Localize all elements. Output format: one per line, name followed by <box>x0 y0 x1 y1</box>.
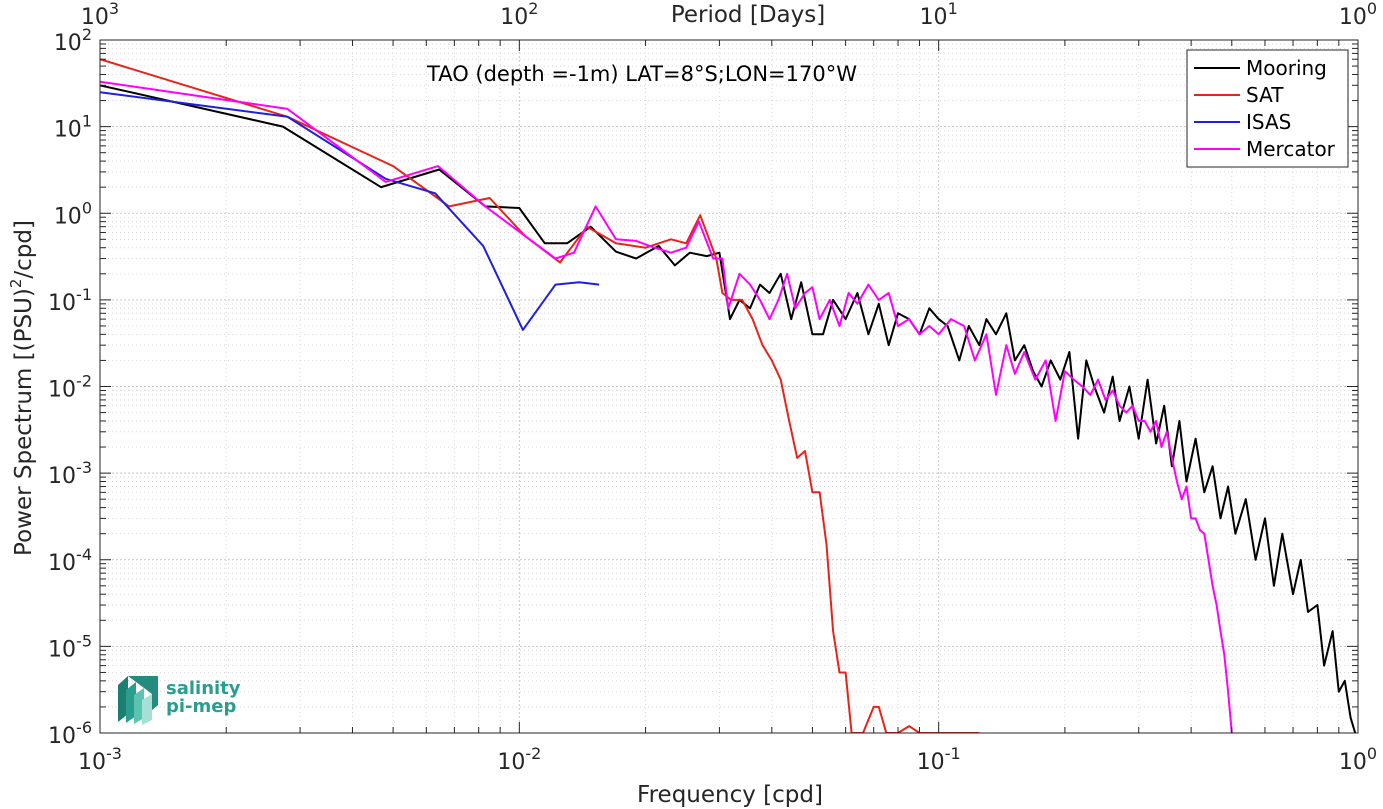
logo-graphic-icon <box>118 676 158 725</box>
y-tick-label-base: 10 <box>48 551 76 576</box>
top-tick-label-base: 10 <box>1339 5 1367 30</box>
x-tick-label-exp: -2 <box>525 744 541 763</box>
series-line-mercator <box>100 80 1233 733</box>
x-axis-label: Frequency [cpd] <box>637 782 823 808</box>
y-tick-label-exp: -5 <box>76 631 92 650</box>
series-line-isas <box>100 91 600 331</box>
y-axis-label-tail: /cpd] <box>11 220 37 279</box>
x-tick-label: 10-2 <box>497 744 541 775</box>
y-tick-label: 100 <box>54 198 92 229</box>
y-tick-label: 10-5 <box>48 631 92 662</box>
top-tick-label-exp: 2 <box>528 0 538 18</box>
y-tick-label: 102 <box>54 25 92 56</box>
y-tick-label: 10-4 <box>48 545 92 576</box>
legend-label-mercator: Mercator <box>1246 137 1336 161</box>
top-tick-label-exp: 3 <box>109 0 119 18</box>
y-tick-label-base: 10 <box>48 464 76 489</box>
x-tick-labels: 10-3 10-2 10-1 100 <box>78 744 1377 775</box>
y-tick-label-exp: -1 <box>76 285 92 304</box>
series-line-mooring <box>100 84 1357 733</box>
top-tick-label: 103 <box>81 0 119 30</box>
y-tick-label-base: 10 <box>54 204 82 229</box>
chart-title: TAO (depth =-1m) LAT=8°S;LON=170°W <box>426 62 857 86</box>
y-tick-label: 10-3 <box>48 458 92 489</box>
legend: Mooring SAT ISAS Mercator <box>1186 49 1349 168</box>
y-axis-label-main: Power Spectrum [(PSU) <box>11 288 37 556</box>
x-tick-label: 10-1 <box>917 744 961 775</box>
y-tick-label-base: 10 <box>48 637 76 662</box>
y-tick-label-exp: 2 <box>82 25 92 44</box>
legend-box <box>1186 49 1349 168</box>
logo-text-line1: salinity <box>166 678 241 699</box>
top-tick-label: 102 <box>500 0 538 30</box>
y-axis-label-sup: 2 <box>7 279 25 289</box>
legend-label-mooring: Mooring <box>1246 56 1327 80</box>
top-tick-label-base: 10 <box>500 5 528 30</box>
top-tick-label: 101 <box>920 0 958 30</box>
y-tick-label-base: 10 <box>54 31 82 56</box>
x-tick-label-exp: -1 <box>945 744 961 763</box>
salinity-pi-mep-logo: salinity pi-mep <box>118 676 241 725</box>
top-tick-label: 100 <box>1339 0 1377 30</box>
top-tick-label-exp: 0 <box>1367 0 1377 18</box>
y-tick-label: 10-2 <box>48 372 92 403</box>
x-tick-label-base: 10 <box>917 750 945 775</box>
top-axis-label: Period [Days] <box>671 2 825 28</box>
y-tick-label-exp: -3 <box>76 458 92 477</box>
y-tick-label: 101 <box>54 112 92 143</box>
top-tick-labels: 103 102 101 100 <box>81 0 1377 30</box>
x-tick-label: 100 <box>1339 744 1377 775</box>
y-tick-label-exp: -6 <box>76 718 92 737</box>
x-tick-label-base: 10 <box>1339 750 1367 775</box>
y-tick-label-base: 10 <box>48 378 76 403</box>
top-tick-label-base: 10 <box>920 5 948 30</box>
y-tick-label-base: 10 <box>48 291 76 316</box>
y-tick-label-exp: 0 <box>82 198 92 217</box>
y-tick-label-exp: -4 <box>76 545 92 564</box>
y-tick-label: 10-1 <box>48 285 92 316</box>
series-lines <box>100 58 1357 733</box>
y-tick-label-base: 10 <box>48 724 76 749</box>
y-tick-label: 10-6 <box>48 718 92 749</box>
legend-label-sat: SAT <box>1246 83 1284 107</box>
legend-label-isas: ISAS <box>1246 110 1291 134</box>
y-tick-label-base: 10 <box>54 118 82 143</box>
series-line-sat <box>100 58 980 733</box>
top-tick-label-exp: 1 <box>948 0 958 18</box>
x-tick-label-base: 10 <box>78 750 106 775</box>
y-tick-label-exp: -2 <box>76 372 92 391</box>
logo-text-line2: pi-mep <box>166 696 236 717</box>
y-axis-label: Power Spectrum [(PSU)2/cpd] <box>7 220 37 556</box>
x-tick-label-exp: 0 <box>1367 744 1377 763</box>
x-tick-label: 10-3 <box>78 744 122 775</box>
x-tick-label-exp: -3 <box>106 744 122 763</box>
x-tick-label-base: 10 <box>497 750 525 775</box>
grid <box>99 39 1359 734</box>
top-tick-label-base: 10 <box>81 5 109 30</box>
y-tick-label-exp: 1 <box>82 112 92 131</box>
tick-marks <box>99 39 1359 734</box>
